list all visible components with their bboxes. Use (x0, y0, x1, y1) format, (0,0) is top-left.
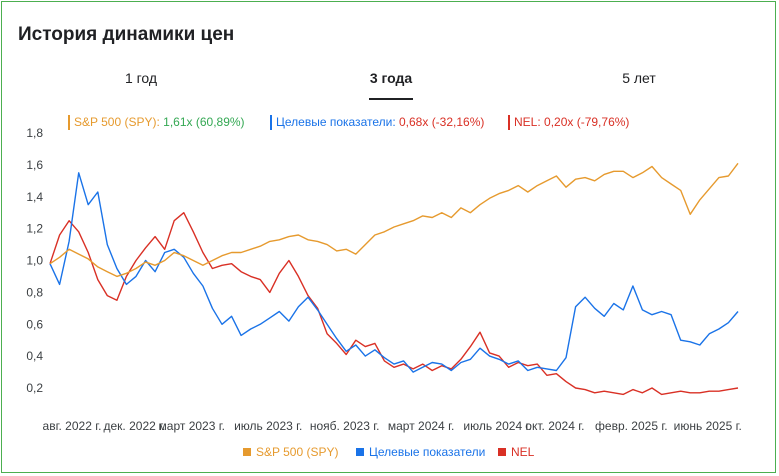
ratio-name-targets: Целевые показатели: (276, 115, 396, 129)
bottom-legend-targets[interactable]: Целевые показатели (356, 445, 485, 459)
bottom-legend-label-spy: S&P 500 (SPY) (256, 445, 339, 459)
active-tab-underline (369, 98, 413, 100)
x-tick-label: июнь 2025 г. (674, 419, 742, 433)
bottom-legend-swatch-targets (356, 448, 364, 456)
y-tick-label: 1,6 (26, 158, 43, 172)
ratio-value-targets: 0,68x (-32,16%) (399, 115, 485, 129)
x-tick-label: март 2024 г. (388, 419, 454, 433)
ratio-bar-spy (68, 115, 70, 130)
y-tick-label: 0,2 (26, 381, 43, 395)
y-tick-label: 0,4 (26, 349, 43, 363)
x-tick-label: июль 2023 г. (234, 419, 302, 433)
ratio-value-nel: 0,20x (-79,76%) (544, 115, 630, 129)
bottom-legend: S&P 500 (SPY) Целевые показатели NEL (2, 445, 777, 463)
ratio-name-spy: S&P 500 (SPY): (74, 115, 160, 129)
bottom-legend-nel[interactable]: NEL (498, 445, 534, 459)
y-tick-label: 1,2 (26, 222, 43, 236)
period-tabs: 1 год 3 года 5 лет (2, 64, 777, 104)
ratio-bar-nel (508, 115, 510, 130)
x-tick-label: март 2023 г. (159, 419, 225, 433)
x-tick-label: окт. 2024 г. (525, 419, 584, 433)
y-tick-label: 1,0 (26, 254, 43, 268)
y-tick-label: 1,4 (26, 190, 43, 204)
ratio-value-spy: 1,61x (60,89%) (163, 115, 245, 129)
y-tick-label: 1,8 (26, 126, 43, 140)
bottom-legend-swatch-nel (498, 448, 506, 456)
y-tick-label: 0,6 (26, 317, 43, 331)
x-tick-label: июль 2024 г. (463, 419, 531, 433)
x-tick-label: нояб. 2023 г. (310, 419, 380, 433)
series-line-nel[interactable] (49, 211, 739, 396)
ratio-name-nel: NEL: (514, 115, 541, 129)
x-tick-label: февр. 2025 г. (595, 419, 668, 433)
bottom-legend-spy[interactable]: S&P 500 (SPY) (243, 445, 339, 459)
tab-5-years[interactable]: 5 лет (622, 70, 656, 86)
bottom-legend-label-targets: Целевые показатели (369, 445, 486, 459)
x-tick-label: дек. 2022 г. (104, 419, 166, 433)
series-line-targets[interactable] (49, 172, 739, 373)
tab-3-years[interactable]: 3 года (369, 70, 413, 86)
y-tick-label: 0,8 (26, 285, 43, 299)
tab-1-year[interactable]: 1 год (124, 70, 158, 86)
bottom-legend-label-nel: NEL (511, 445, 535, 459)
ratio-bar-targets (270, 115, 272, 130)
series-line-spy[interactable] (49, 162, 739, 278)
x-tick-label: авг. 2022 г. (43, 419, 102, 433)
card-title: История динамики цен (18, 24, 235, 45)
bottom-legend-swatch-spy (243, 448, 251, 456)
